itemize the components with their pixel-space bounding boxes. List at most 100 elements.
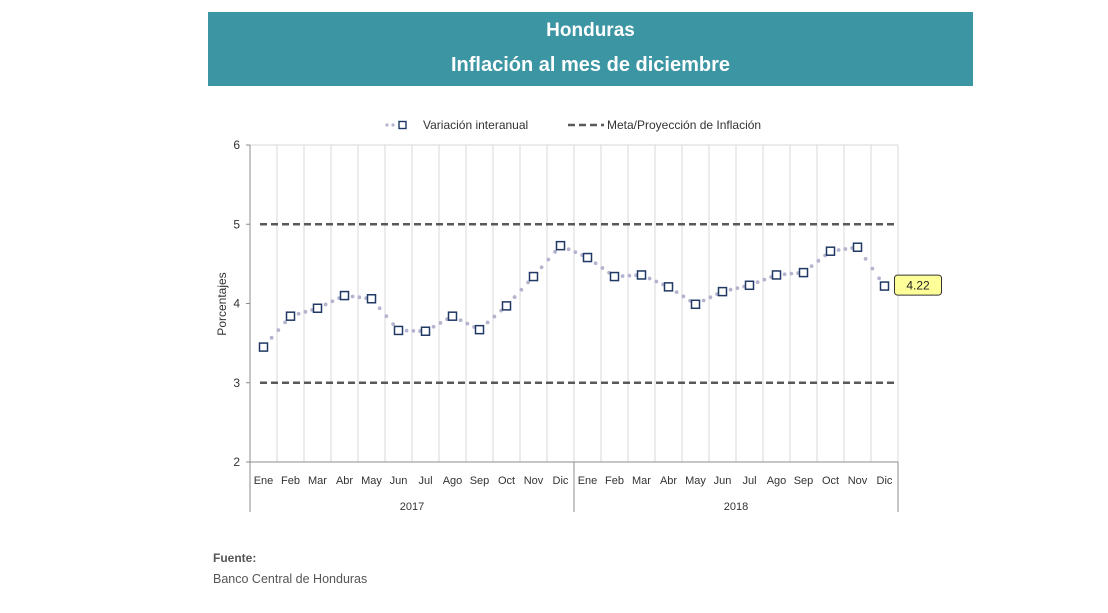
x-tick-label: Jun bbox=[714, 475, 732, 487]
data-point-marker bbox=[636, 270, 647, 280]
series-dot bbox=[492, 314, 497, 319]
x-tick-label: Ago bbox=[443, 475, 463, 487]
data-point-marker bbox=[285, 311, 296, 321]
chart-subtitle: Inflación al mes de diciembre bbox=[451, 54, 730, 76]
x-tick-label: Oct bbox=[822, 475, 839, 487]
data-point-marker bbox=[366, 293, 377, 304]
data-point-marker bbox=[798, 267, 809, 278]
series-dot bbox=[701, 298, 706, 303]
series-dot bbox=[809, 264, 814, 269]
series-dot bbox=[728, 287, 733, 292]
x-tick-label: Nov bbox=[524, 475, 544, 487]
y-axis: 2 3 4 5 6 bbox=[233, 138, 251, 469]
x-tick-label: Feb bbox=[281, 475, 300, 487]
y-tick-label: 3 bbox=[233, 376, 240, 390]
series-dot bbox=[654, 279, 659, 284]
series-dot bbox=[431, 324, 436, 329]
x-tick-label: Feb bbox=[605, 475, 624, 487]
data-point-marker bbox=[852, 242, 863, 252]
series-dot bbox=[283, 320, 287, 325]
x-tick-label: Abr bbox=[336, 475, 353, 487]
chart-legend: Variación interanual Meta/Proyección de … bbox=[385, 118, 761, 132]
y-axis-label: Porcentajes bbox=[215, 272, 229, 335]
series-dot bbox=[411, 328, 416, 333]
data-point-marker bbox=[717, 286, 728, 297]
data-point-marker bbox=[771, 270, 782, 280]
series-dot bbox=[620, 274, 625, 278]
legend-label-target: Meta/Proyección de Inflación bbox=[607, 118, 761, 132]
x-tick-label: Nov bbox=[848, 475, 868, 487]
data-point-marker bbox=[258, 342, 269, 352]
x-tick-label: Ago bbox=[767, 475, 787, 487]
series-dot bbox=[566, 247, 571, 252]
series-dot bbox=[553, 249, 557, 254]
data-point-marker bbox=[663, 282, 674, 292]
series-dot bbox=[350, 294, 355, 299]
series-dot bbox=[863, 256, 868, 261]
series-dot bbox=[762, 277, 767, 282]
legend-entry-target: Meta/Proyección de Inflación bbox=[568, 118, 761, 132]
data-point-marker bbox=[312, 303, 323, 314]
data-point-marker bbox=[609, 271, 620, 282]
data-point-marker bbox=[501, 301, 512, 311]
series-dot bbox=[647, 276, 652, 281]
data-point-marker bbox=[528, 271, 539, 282]
series-dot bbox=[276, 328, 281, 332]
series-dot bbox=[755, 280, 760, 285]
x-tick-label: Ene bbox=[254, 475, 274, 487]
last-value-callout: 4.22 bbox=[894, 274, 942, 296]
series-dot bbox=[512, 295, 517, 299]
target-lines bbox=[260, 223, 898, 384]
x-tick-label: Ene bbox=[578, 475, 598, 487]
callout-box bbox=[894, 274, 942, 296]
series-dot bbox=[573, 250, 578, 255]
data-point-marker bbox=[582, 252, 593, 263]
y-tick-label: 5 bbox=[233, 217, 240, 231]
series-dot bbox=[377, 306, 382, 311]
series-markers bbox=[258, 240, 890, 352]
legend-label-variation: Variación interanual bbox=[423, 118, 528, 132]
series-dot bbox=[539, 265, 544, 270]
x-tick-label: May bbox=[361, 475, 382, 487]
series-dot bbox=[843, 247, 848, 251]
series-dot bbox=[296, 311, 301, 316]
data-point-marker bbox=[744, 280, 755, 291]
data-point-marker bbox=[339, 290, 350, 301]
series-dot bbox=[782, 272, 787, 277]
series-dot bbox=[438, 321, 443, 325]
source-name: Banco Central de Honduras bbox=[213, 572, 368, 586]
series-dot bbox=[816, 258, 821, 263]
y-tick-label: 4 bbox=[233, 297, 240, 311]
x-tick-label: May bbox=[685, 475, 706, 487]
x-tick-label: Jul bbox=[418, 475, 432, 487]
data-point-marker bbox=[555, 240, 566, 251]
series-dot bbox=[404, 328, 409, 333]
series-dot bbox=[384, 314, 389, 319]
year-label: 2018 bbox=[724, 501, 748, 513]
series-dot bbox=[357, 295, 362, 300]
legend-entry-variation: Variación interanual bbox=[385, 118, 528, 132]
x-tick-label: Mar bbox=[632, 475, 651, 487]
series-dot bbox=[458, 318, 463, 323]
data-point-marker bbox=[690, 299, 701, 310]
x-tick-label: Oct bbox=[498, 475, 515, 487]
series-dot bbox=[519, 287, 524, 292]
series-dot bbox=[674, 290, 679, 294]
x-axis: Ene Feb Mar Abr May Jun Jul Ago Sep Oct Nov Dic Ene F… bbox=[249, 461, 899, 513]
x-tick-label: Mar bbox=[308, 475, 327, 487]
data-point-marker bbox=[447, 311, 458, 321]
series-dot bbox=[391, 322, 395, 327]
year-label: 2017 bbox=[400, 501, 424, 513]
chart-title: Honduras bbox=[546, 20, 635, 41]
series-dot bbox=[708, 295, 713, 300]
series-dot bbox=[485, 320, 490, 325]
data-point-marker bbox=[879, 281, 890, 291]
chart-title-banner: Honduras Inflación al mes de diciembre bbox=[208, 12, 973, 86]
data-point-marker bbox=[825, 246, 836, 256]
series-dot bbox=[303, 309, 308, 314]
series-dot bbox=[526, 280, 530, 285]
series-dot bbox=[323, 302, 328, 307]
y-tick-label: 6 bbox=[233, 138, 240, 152]
vertical-gridlines bbox=[250, 144, 899, 462]
